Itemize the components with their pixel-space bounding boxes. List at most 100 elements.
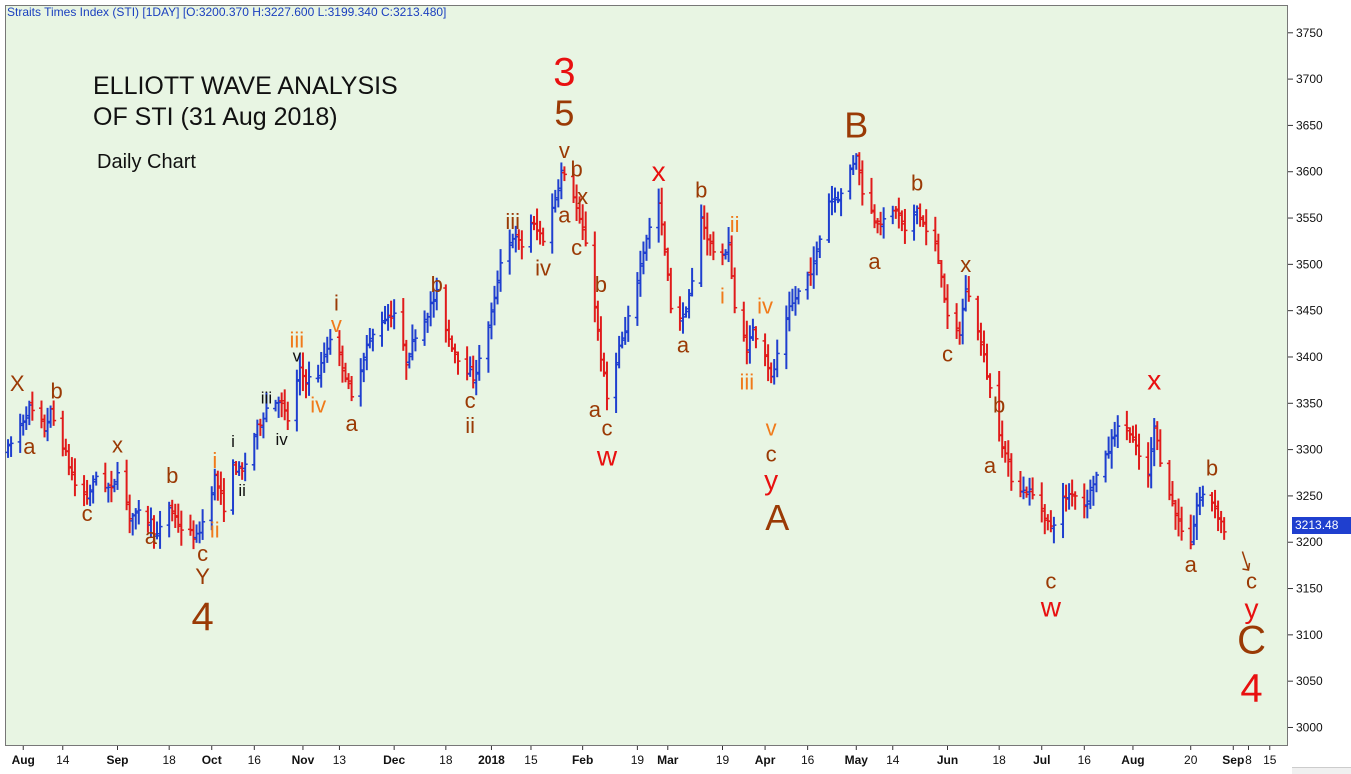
wave-label: v (293, 347, 302, 366)
y-tick-label: 3250 (1296, 489, 1323, 503)
wave-label: v (331, 312, 342, 337)
wave-label: b (431, 272, 443, 297)
wave-label: iv (310, 393, 326, 418)
wave-label: v (559, 138, 570, 163)
forecast-arrow-head (1242, 562, 1251, 571)
wave-label: 3 (553, 51, 575, 95)
y-tick-label: 3050 (1296, 674, 1323, 688)
wave-label: i (334, 291, 339, 316)
wave-label: a (984, 453, 997, 478)
x-tick-label: Apr (755, 753, 776, 767)
y-tick-label: 3700 (1296, 72, 1323, 86)
analysis-title-line2: OF STI (31 Aug 2018) (93, 103, 338, 131)
wave-label: b (51, 379, 63, 404)
wave-label: a (589, 397, 602, 422)
x-tick-label: Sep (106, 753, 128, 767)
wave-label: a (23, 434, 36, 459)
wave-label: ii (210, 518, 220, 543)
y-tick-label: 3100 (1296, 628, 1323, 642)
wave-label: a (145, 524, 158, 549)
wave-label: x (652, 156, 666, 187)
scrollbar[interactable] (1292, 767, 1351, 774)
y-tick-label: 3350 (1296, 396, 1323, 410)
x-tick-label: 2018 (478, 753, 505, 767)
wave-label: i (212, 448, 217, 473)
y-tick-label: 3600 (1296, 165, 1323, 179)
wave-label: b (595, 272, 607, 297)
wave-label: x (112, 432, 123, 457)
x-tick-label: Jul (1033, 753, 1050, 767)
wave-label: b (570, 156, 582, 181)
wave-label: x (1147, 364, 1161, 395)
analysis-title-line1: ELLIOTT WAVE ANALYSIS (93, 72, 398, 100)
wave-label: c (1246, 569, 1257, 594)
x-tick-label: Aug (12, 753, 35, 767)
wave-label: X (10, 371, 25, 396)
x-tick-label: 18 (439, 753, 453, 767)
wave-label: c (465, 388, 476, 413)
wave-label: iv (276, 430, 289, 449)
wave-label: x (960, 252, 971, 277)
x-tick-label: 15 (524, 753, 538, 767)
forecast-arrow (1241, 551, 1250, 571)
wave-label: iv (757, 293, 773, 318)
wave-label: ii (465, 413, 475, 438)
last-price-tag: 3213.48 (1292, 517, 1351, 534)
wave-label: b (166, 463, 178, 488)
wave-label: b (1206, 456, 1218, 481)
x-tick-label: 13 (333, 753, 347, 767)
wave-label: ii (238, 481, 246, 500)
wave-label: b (993, 393, 1005, 418)
wave-label: b (695, 178, 707, 203)
wave-label: a (868, 249, 881, 274)
wave-label: y (764, 464, 778, 495)
wave-label: a (677, 332, 690, 357)
x-tick-label: 14 (886, 753, 900, 767)
x-tick-label: 16 (1078, 753, 1092, 767)
wave-label: iii (739, 369, 754, 394)
wave-label: b (911, 170, 923, 195)
wave-label: c (942, 342, 953, 367)
plot-area[interactable] (5, 5, 1288, 746)
wave-label: i (720, 283, 725, 308)
wave-label: y (1245, 593, 1259, 624)
x-tick-label: 14 (56, 753, 70, 767)
x-tick-label: 19 (716, 753, 730, 767)
x-tick-label: 18 (162, 753, 176, 767)
x-tick-label: Sep (1222, 753, 1244, 767)
y-tick-label: 3300 (1296, 443, 1323, 457)
instrument-header: Straits Times Index (STI) [1DAY] [O:3200… (7, 5, 447, 19)
wave-label: ii (730, 212, 740, 237)
y-tick-label: 3750 (1296, 26, 1323, 40)
x-tick-label: 18 (992, 753, 1006, 767)
wave-label: iii (261, 388, 272, 407)
wave-label: i (231, 432, 235, 451)
y-tick-label: 3150 (1296, 582, 1323, 596)
wave-label: iii (290, 328, 305, 353)
wave-label: c (197, 541, 208, 566)
x-tick-label: Aug (1121, 753, 1144, 767)
wave-label: Y (195, 564, 210, 589)
x-tick-label: Dec (383, 753, 405, 767)
wave-label: a (558, 203, 571, 228)
wave-label: x (577, 184, 588, 209)
wave-label: a (345, 411, 358, 436)
x-tick-label: 19 (631, 753, 645, 767)
wave-label: c (571, 235, 582, 260)
y-tick-label: 3400 (1296, 350, 1323, 364)
x-tick-label: Jun (937, 753, 958, 767)
wave-label: iii (505, 209, 520, 234)
x-tick-label: Nov (292, 753, 315, 767)
x-tick-label: Mar (657, 753, 679, 767)
x-tick-label: 16 (248, 753, 262, 767)
x-tick-label: 8 (1245, 753, 1252, 767)
x-tick-label: Feb (572, 753, 593, 767)
wave-label: c (601, 416, 612, 441)
y-tick-label: 3550 (1296, 211, 1323, 225)
wave-label: v (766, 416, 777, 441)
y-tick-label: 3450 (1296, 304, 1323, 318)
y-tick-label: 3200 (1296, 535, 1323, 549)
chart-type-subtitle: Daily Chart (97, 151, 196, 173)
